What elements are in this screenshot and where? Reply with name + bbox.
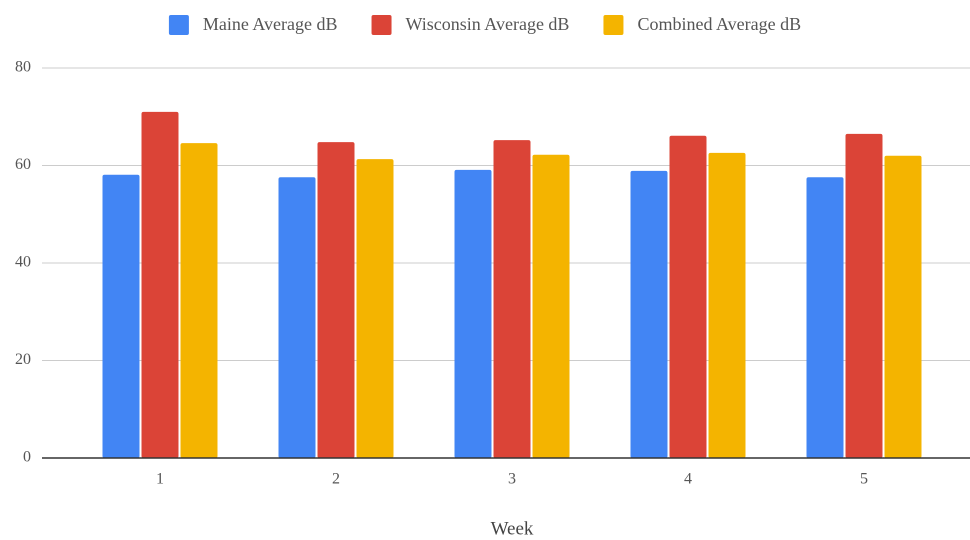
y-tick-label: 80	[15, 59, 31, 76]
bar	[141, 111, 179, 458]
x-tick-label: 5	[860, 471, 868, 488]
bar	[180, 143, 218, 458]
bar	[630, 170, 668, 459]
y-tick-label: 0	[23, 449, 31, 466]
y-tick-label: 20	[15, 351, 31, 368]
y-tick-label: 40	[15, 254, 31, 271]
legend-label: Wisconsin Average dB	[406, 14, 570, 34]
bar	[806, 177, 844, 458]
bar	[102, 174, 140, 458]
legend-label: Combined Average dB	[637, 14, 801, 34]
bar	[317, 142, 355, 458]
legend-label: Maine Average dB	[203, 14, 338, 34]
bar	[845, 133, 883, 458]
bar	[532, 154, 570, 458]
bar	[356, 159, 394, 458]
legend-swatch	[371, 15, 392, 35]
x-tick-label: 1	[156, 471, 164, 488]
bar	[454, 169, 492, 458]
bar	[884, 155, 922, 458]
x-axis-title: Week	[491, 518, 534, 539]
legend-swatch	[603, 15, 624, 35]
bar	[669, 135, 707, 458]
legend-swatch	[168, 15, 189, 35]
bar	[493, 140, 531, 458]
x-tick-label: 4	[684, 471, 692, 488]
x-tick-label: 2	[332, 471, 340, 488]
bar	[708, 152, 746, 458]
y-tick-label: 60	[15, 156, 31, 173]
bar	[278, 177, 316, 458]
x-tick-label: 3	[508, 471, 516, 488]
